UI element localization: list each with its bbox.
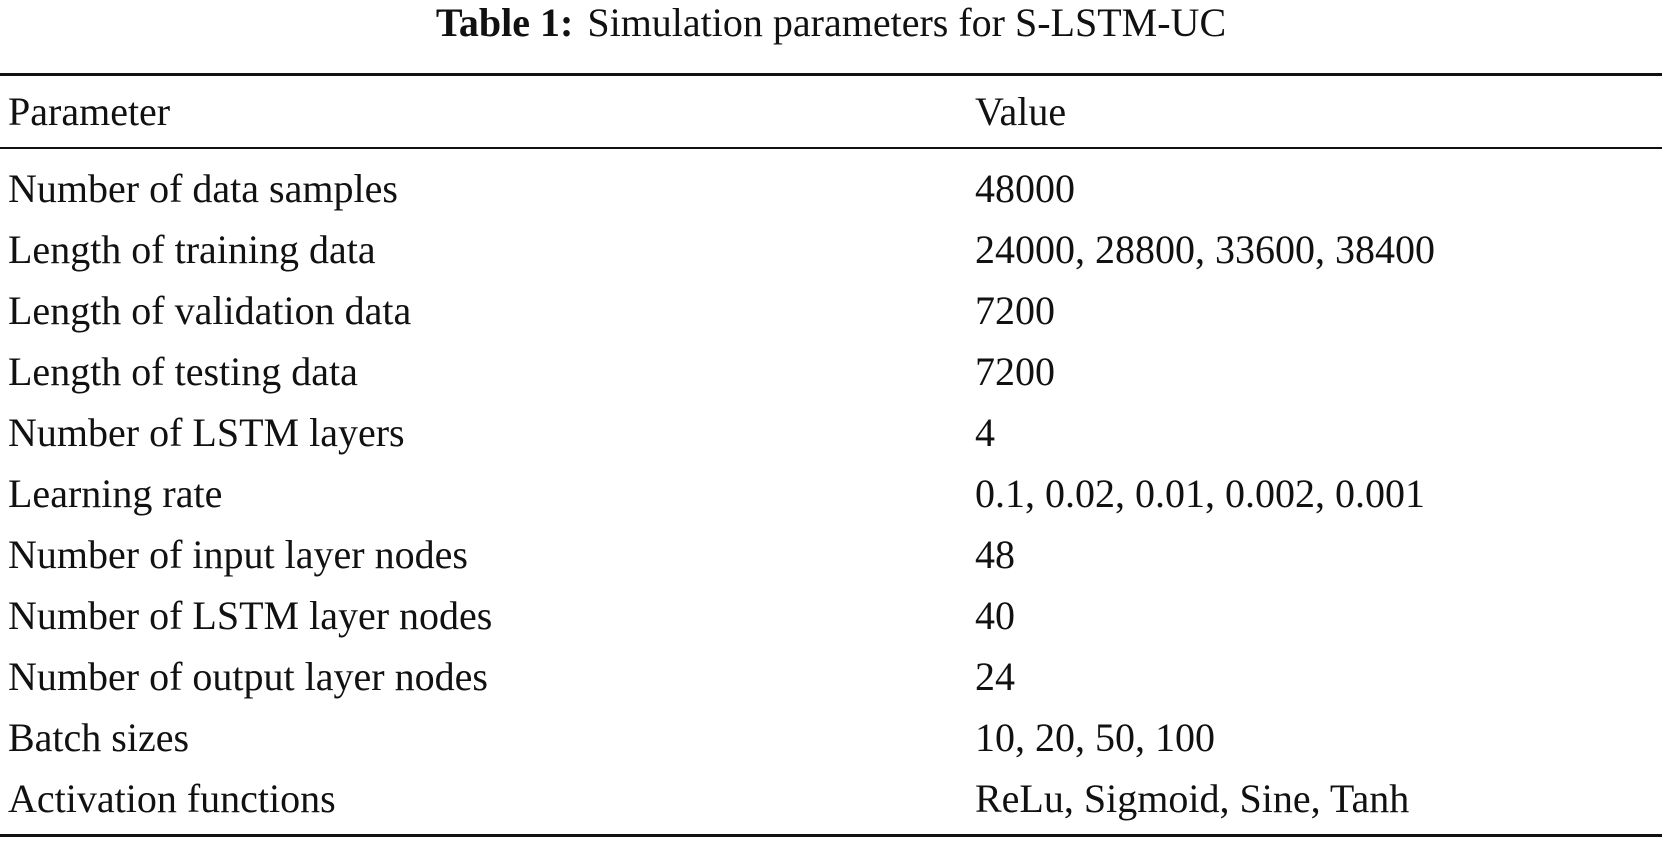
parameter-cell: Learning rate (8, 471, 223, 516)
value-cell: Value (975, 89, 1067, 134)
table-row: Number of output layer nodes 24 (0, 646, 1662, 707)
parameter-cell: Number of LSTM layer nodes (8, 593, 493, 638)
parameter-cell: Length of validation data (8, 288, 412, 333)
value-cell: 48 (975, 532, 1015, 577)
table-row: Length of testing data 7200 (0, 341, 1662, 402)
header-row: Parameter Value (0, 81, 1662, 142)
caption-text: Simulation parameters for S-LSTM-UC (587, 0, 1227, 45)
table-row: Number of input layer nodes 48 (0, 524, 1662, 585)
parameter-cell: Number of LSTM layers (8, 410, 405, 455)
caption-label: Table 1: (435, 0, 574, 45)
parameter-cell: Length of testing data (8, 349, 358, 394)
value-cell: 4 (975, 410, 995, 455)
value-cell: 7200 (975, 349, 1055, 394)
table-row: Number of LSTM layer nodes 40 (0, 585, 1662, 646)
table-row: Activation functions ReLu, Sigmoid, Sine,… (0, 768, 1662, 829)
header-rule (0, 147, 1662, 149)
parameter-cell: Activation functions (8, 776, 336, 821)
table-row: Length of validation data 7200 (0, 280, 1662, 341)
parameter-cell: Batch sizes (8, 715, 190, 760)
value-cell: 0.1, 0.02, 0.01, 0.002, 0.001 (975, 471, 1425, 516)
table-row: Number of data samples 48000 (0, 158, 1662, 219)
value-cell: 24000, 28800, 33600, 38400 (975, 227, 1435, 272)
value-cell: 10, 20, 50, 100 (975, 715, 1215, 760)
value-cell: ReLu, Sigmoid, Sine, Tanh (975, 776, 1410, 821)
top-rule (0, 73, 1662, 76)
value-cell: 7200 (975, 288, 1055, 333)
bottom-rule (0, 834, 1662, 837)
table-caption: Table 1: Simulation parameters for S-LSTM… (0, 0, 1662, 46)
table-row: Batch sizes 10, 20, 50, 100 (0, 707, 1662, 768)
table-row: Number of LSTM layers 4 (0, 402, 1662, 463)
parameter-cell: Number of output layer nodes (8, 654, 488, 699)
value-cell: 48000 (975, 166, 1075, 211)
parameter-cell: Number of data samples (8, 166, 398, 211)
parameter-cell: Parameter (8, 89, 171, 134)
table-row: Learning rate 0.1, 0.02, 0.01, 0.002, 0.0… (0, 463, 1662, 524)
parameter-cell: Length of training data (8, 227, 376, 272)
value-cell: 40 (975, 593, 1015, 638)
value-cell: 24 (975, 654, 1015, 699)
parameter-cell: Number of input layer nodes (8, 532, 468, 577)
table-row: Length of training data 24000, 28800, 336… (0, 219, 1662, 280)
